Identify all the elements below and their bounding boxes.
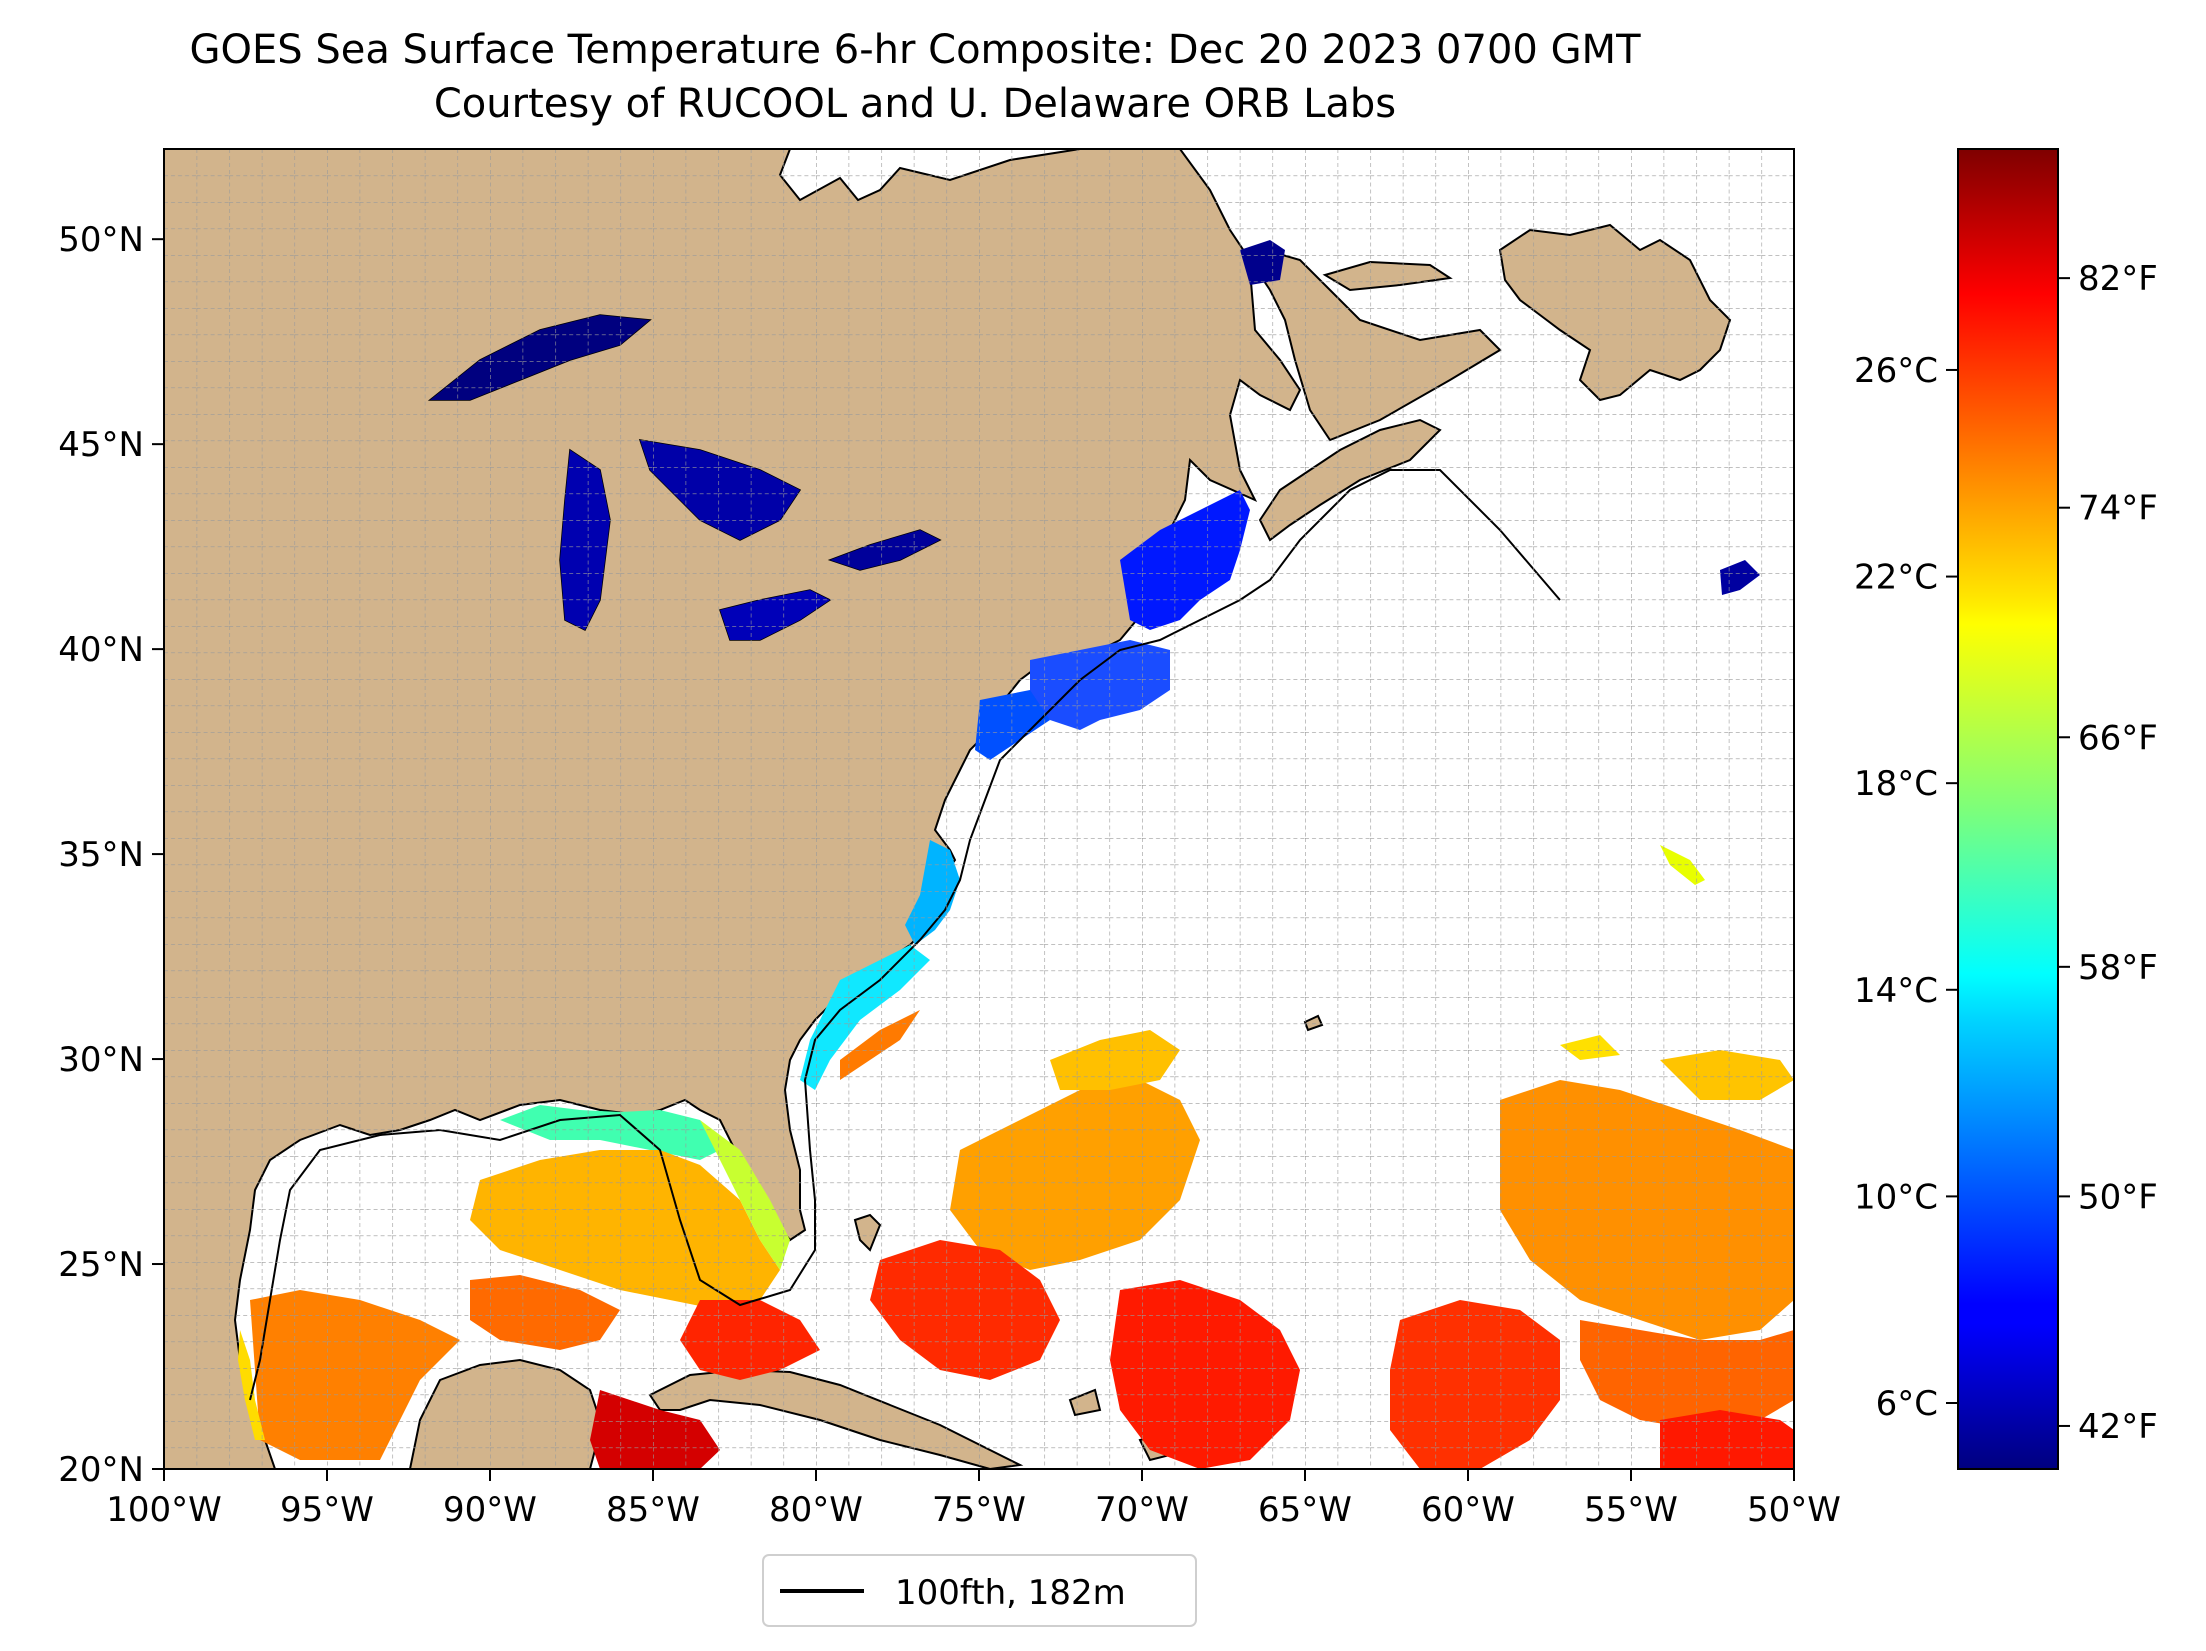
- map-title: GOES Sea Surface Temperature 6-hr Compos…: [189, 27, 1641, 73]
- colorbar-celsius-label: 6°C: [1876, 1384, 1938, 1424]
- map-panel: [164, 149, 1794, 1469]
- colorbar-fahrenheit-label: 50°F: [2078, 1177, 2158, 1217]
- lon-tick-label: 75°W: [932, 1490, 1026, 1530]
- colorbar-celsius-label: 14°C: [1854, 971, 1938, 1011]
- map-subtitle: Courtesy of RUCOOL and U. Delaware ORB L…: [433, 81, 1397, 127]
- legend-label: 100fth, 182m: [895, 1573, 1126, 1613]
- lat-tick-label: 25°N: [58, 1245, 144, 1285]
- colorbar-celsius-label: 26°C: [1854, 351, 1938, 391]
- lon-tick-label: 95°W: [280, 1490, 374, 1530]
- lon-tick-label: 50°W: [1747, 1490, 1841, 1530]
- latitude-axis: 20°N 25°N 30°N 35°N 40°N 45°N 50°N: [58, 220, 164, 1490]
- lon-tick-label: 70°W: [1095, 1490, 1189, 1530]
- lon-tick-label: 55°W: [1584, 1490, 1678, 1530]
- lon-tick-label: 85°W: [606, 1490, 700, 1530]
- lon-tick-label: 100°W: [106, 1490, 222, 1530]
- gridlines: [164, 149, 1794, 1469]
- lat-tick-label: 50°N: [58, 220, 144, 260]
- lat-tick-label: 20°N: [58, 1450, 144, 1490]
- lat-tick-label: 30°N: [58, 1040, 144, 1080]
- lon-tick-label: 60°W: [1421, 1490, 1515, 1530]
- colorbar: 6°C 10°C 14°C 18°C 22°C 26°C 42°F 50°F 58°F 66°F…: [1854, 148, 2158, 1470]
- colorbar-celsius-label: 18°C: [1854, 764, 1938, 804]
- colorbar-celsius-axis: 6°C 10°C 14°C 18°C 22°C 26°C: [1854, 351, 1958, 1424]
- legend-box: [762, 1554, 1197, 1627]
- lon-tick-label: 90°W: [443, 1490, 537, 1530]
- colorbar-fahrenheit-axis: 42°F 50°F 58°F 66°F 74°F 82°F: [2058, 259, 2158, 1447]
- lon-tick-label: 80°W: [769, 1490, 863, 1530]
- colorbar-fahrenheit-label: 66°F: [2078, 718, 2158, 758]
- colorbar-celsius-label: 22°C: [1854, 558, 1938, 598]
- isobath-legend: 100fth, 182m: [762, 1554, 1197, 1627]
- colorbar-fahrenheit-label: 58°F: [2078, 948, 2158, 988]
- longitude-axis: 100°W 95°W 90°W 85°W 80°W 75°W 70°W 65°W 60°W 55°…: [106, 1469, 1841, 1530]
- colorbar-celsius-label: 10°C: [1854, 1177, 1938, 1217]
- colorbar-gradient: [1957, 148, 2059, 1470]
- lat-tick-label: 45°N: [58, 425, 144, 465]
- lat-tick-label: 35°N: [58, 835, 144, 875]
- colorbar-fahrenheit-label: 82°F: [2078, 259, 2158, 299]
- colorbar-fahrenheit-label: 42°F: [2078, 1407, 2158, 1447]
- lon-tick-label: 65°W: [1258, 1490, 1352, 1530]
- colorbar-fahrenheit-label: 74°F: [2078, 489, 2158, 529]
- lat-tick-label: 40°N: [58, 630, 144, 670]
